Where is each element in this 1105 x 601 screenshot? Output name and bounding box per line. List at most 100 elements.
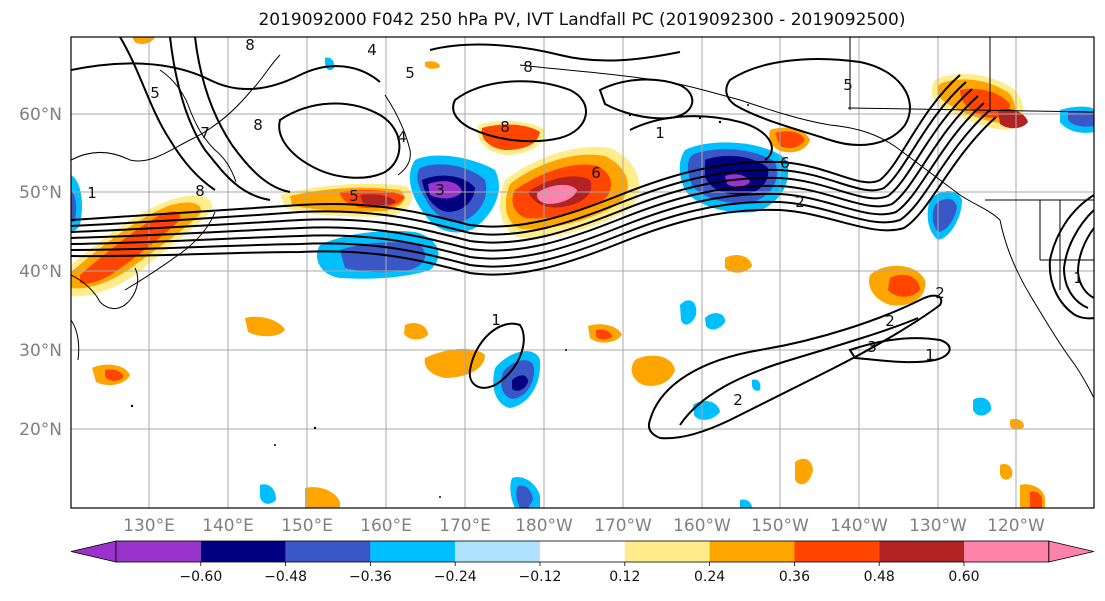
neg-anomaly bbox=[260, 484, 276, 504]
colorbar-tick-label: −0.60 bbox=[179, 569, 222, 585]
pos-anomaly bbox=[596, 329, 612, 340]
pos-anomaly bbox=[305, 487, 340, 508]
pos-anomaly bbox=[631, 355, 675, 386]
figure-title: 2019092000 F042 250 hPa PV, IVT Landfall… bbox=[258, 10, 905, 30]
lon-tick-label: 170°W bbox=[594, 516, 652, 536]
pos-anomaly bbox=[1010, 418, 1024, 430]
contour-line bbox=[647, 294, 943, 440]
contour-line bbox=[71, 102, 985, 260]
contour-label: 1 bbox=[655, 124, 665, 142]
colorbar-segment bbox=[116, 541, 201, 562]
contour-label: 8 bbox=[523, 58, 533, 76]
colorbar-tick-label: −0.12 bbox=[519, 569, 562, 585]
colorbar-segment bbox=[285, 541, 371, 562]
contour-label: 8 bbox=[245, 36, 255, 54]
map-background bbox=[71, 37, 1094, 508]
colorbar-tick-label: −0.24 bbox=[434, 569, 477, 585]
map-frame bbox=[70, 36, 1095, 509]
lon-tick-label: 150°W bbox=[751, 516, 809, 536]
colorbar-segment bbox=[794, 541, 880, 562]
korea-coast bbox=[71, 267, 139, 309]
contour-line bbox=[278, 102, 401, 179]
neg-anomaly bbox=[693, 400, 720, 420]
contour-label: 5 bbox=[349, 187, 359, 205]
neg-anomaly bbox=[973, 397, 992, 416]
colorbar-tick-label: 0.48 bbox=[864, 569, 895, 585]
ivt-contours bbox=[71, 37, 1094, 440]
contour-label: 1 bbox=[87, 184, 97, 202]
colorbar-segment bbox=[540, 541, 625, 562]
contour-line bbox=[725, 58, 911, 146]
contour-label: 5 bbox=[843, 76, 853, 94]
neg-anomaly bbox=[516, 485, 533, 508]
china-coast bbox=[71, 319, 80, 361]
contour-label: 4 bbox=[397, 128, 407, 146]
neg-anomaly bbox=[512, 375, 528, 391]
pos-anomaly bbox=[536, 184, 577, 204]
contour-label: 8 bbox=[195, 182, 205, 200]
lat-tick-label: 60°N bbox=[19, 105, 62, 125]
colorbar: −0.60 −0.48 −0.36 −0.24 −0.12 0.12 0.24 0.36 0.4… bbox=[70, 540, 1094, 585]
lon-tick-label: 130°E bbox=[123, 516, 175, 536]
contour-line bbox=[194, 37, 291, 193]
pos-anomaly bbox=[1000, 464, 1013, 480]
contour-line bbox=[429, 43, 681, 62]
contour-label: 8 bbox=[500, 118, 510, 136]
contour-label: 4 bbox=[367, 41, 377, 59]
pos-anomaly bbox=[80, 211, 181, 284]
contour-line bbox=[1076, 227, 1094, 299]
neg-anomaly bbox=[725, 174, 750, 187]
lat-tick-label: 20°N bbox=[19, 420, 62, 440]
alaska-coast bbox=[519, 64, 1001, 221]
contour-label: 6 bbox=[591, 164, 601, 182]
colorbar-tick-label: 0.60 bbox=[948, 569, 979, 585]
lon-tick-label: 140°E bbox=[202, 516, 254, 536]
contour-label: 2 bbox=[795, 193, 805, 211]
contour-line bbox=[71, 62, 381, 91]
contour-line bbox=[1048, 194, 1094, 320]
contour-line bbox=[71, 109, 991, 268]
contour-label: 5 bbox=[150, 84, 160, 102]
pos-anomaly bbox=[725, 254, 752, 273]
neg-anomaly bbox=[932, 198, 957, 232]
colorbar-segment bbox=[879, 541, 964, 562]
colorbar-frame bbox=[115, 540, 1050, 563]
neg-anomaly bbox=[428, 181, 462, 199]
neg-anomaly bbox=[740, 499, 752, 508]
neg-anomaly bbox=[680, 300, 697, 325]
pos-anomaly bbox=[404, 323, 428, 340]
contour-label: 2 bbox=[733, 391, 743, 409]
contour-label: 2 bbox=[885, 312, 895, 330]
colorbar-tick-label: −0.36 bbox=[349, 569, 392, 585]
pos-anomaly bbox=[1030, 491, 1042, 508]
contour-line bbox=[452, 80, 587, 143]
contour-line bbox=[71, 88, 973, 244]
pos-anomaly bbox=[245, 316, 285, 337]
lat-tick-label: 30°N bbox=[19, 341, 62, 361]
contour-label: 2 bbox=[935, 284, 945, 302]
lon-tick-label: 150°E bbox=[281, 516, 333, 536]
pos-anomaly bbox=[360, 194, 396, 206]
contour-label: 1 bbox=[1073, 269, 1083, 287]
contour-line bbox=[468, 322, 525, 389]
islands bbox=[130, 104, 749, 498]
colorbar-tick-label: 0.24 bbox=[694, 569, 725, 585]
coastlines bbox=[71, 37, 1094, 399]
lon-tick-label: 160°E bbox=[360, 516, 412, 536]
colorbar-segment bbox=[964, 541, 1049, 562]
contour-label: 5 bbox=[405, 64, 415, 82]
na-west-coast bbox=[999, 219, 1094, 399]
contour-label: 1 bbox=[925, 346, 935, 364]
colorbar-tick-label: 0.36 bbox=[779, 569, 810, 585]
lon-tick-label: 140°W bbox=[830, 516, 888, 536]
contour-line bbox=[679, 317, 919, 426]
contour-line bbox=[71, 74, 961, 228]
contour-label: 8 bbox=[253, 116, 263, 134]
pos-anomaly bbox=[425, 61, 440, 69]
colorbar-segment bbox=[624, 541, 710, 562]
contour-line bbox=[71, 116, 997, 276]
colorbar-extend-low bbox=[70, 540, 117, 563]
neg-anomaly bbox=[1068, 110, 1094, 127]
